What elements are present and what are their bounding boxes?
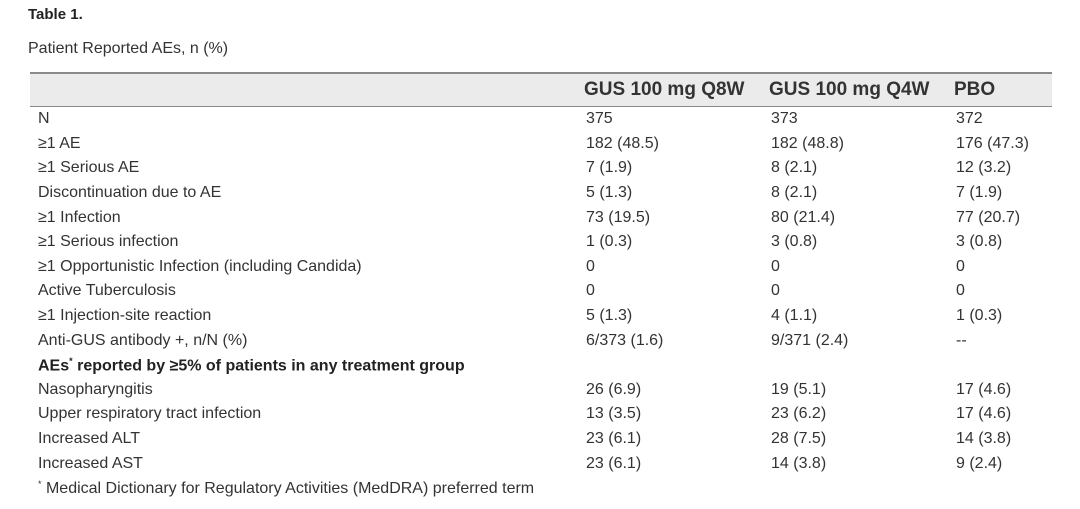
table-caption: Patient Reported AEs, n (%) bbox=[28, 40, 229, 57]
cell-gus-q4w: 9/371 (2.4) bbox=[771, 331, 849, 349]
row-label: Active Tuberculosis bbox=[38, 282, 176, 300]
cell-gus-q4w: 0 bbox=[771, 282, 780, 300]
table-row: ≥1 Infection 73 (19.5) 80 (21.4) 77 (20.7) bbox=[30, 205, 1052, 230]
header-gus-q4w: GUS 100 mg Q4W bbox=[765, 72, 950, 107]
cell-gus-q8w: 5 (1.3) bbox=[586, 307, 633, 325]
row-label: Upper respiratory tract infection bbox=[38, 405, 262, 423]
footnote: * Medical Dictionary for Regulatory Acti… bbox=[38, 479, 534, 498]
header-label bbox=[30, 72, 580, 107]
table-row: Increased AST 23 (6.1) 14 (3.8) 9 (2.4) bbox=[30, 451, 1052, 476]
section-header-row: AEs* reported by ≥5% of patients in any … bbox=[30, 353, 1052, 378]
table-label: Table 1. bbox=[28, 6, 83, 23]
section-header: AEs* reported by ≥5% of patients in any … bbox=[30, 353, 1052, 378]
cell-gus-q8w: 73 (19.5) bbox=[586, 208, 651, 226]
table-row: N 375 373 372 bbox=[30, 107, 1052, 132]
cell-gus-q8w: 0 bbox=[586, 257, 595, 275]
cell-pbo: 176 (47.3) bbox=[956, 134, 1029, 152]
cell-gus-q4w: 8 (2.1) bbox=[771, 159, 818, 177]
cell-gus-q8w: 23 (6.1) bbox=[586, 454, 642, 472]
cell-pbo: 77 (20.7) bbox=[956, 208, 1021, 226]
cell-pbo: 12 (3.2) bbox=[956, 159, 1012, 177]
row-label: Anti-GUS antibody +, n/N (%) bbox=[38, 331, 248, 349]
table-row: Discontinuation due to AE 5 (1.3) 8 (2.1) 7… bbox=[30, 181, 1052, 206]
cell-gus-q8w: 5 (1.3) bbox=[586, 184, 633, 202]
cell-gus-q4w: 19 (5.1) bbox=[771, 380, 827, 398]
header-pbo: PBO bbox=[950, 72, 1052, 107]
cell-gus-q8w: 6/373 (1.6) bbox=[586, 331, 664, 349]
table-row: ≥1 AE 182 (48.5) 182 (48.8) 176 (47.3) bbox=[30, 132, 1052, 157]
header-row: GUS 100 mg Q8W GUS 100 mg Q4W PBO bbox=[30, 72, 1052, 107]
row-label: Increased AST bbox=[38, 454, 143, 472]
cell-pbo: 372 bbox=[956, 110, 983, 128]
table-row: ≥1 Opportunistic Infection (including Ca… bbox=[30, 255, 1052, 280]
cell-gus-q8w: 23 (6.1) bbox=[586, 430, 642, 448]
table-row: ≥1 Injection-site reaction 5 (1.3) 4 (1.1)… bbox=[30, 304, 1052, 329]
cell-gus-q4w: 23 (6.2) bbox=[771, 405, 827, 423]
section-label-post: reported by ≥5% of patients in any treat… bbox=[72, 356, 465, 374]
table-row: ≥1 Serious AE 7 (1.9) 8 (2.1) 12 (3.2) bbox=[30, 156, 1052, 181]
row-label: ≥1 Serious infection bbox=[38, 233, 179, 251]
cell-pbo: 17 (4.6) bbox=[956, 380, 1012, 398]
cell-pbo: 14 (3.8) bbox=[956, 430, 1012, 448]
row-label: ≥1 AE bbox=[38, 134, 81, 152]
table-row: Upper respiratory tract infection 13 (3.5… bbox=[30, 402, 1052, 427]
footnote-text: Medical Dictionary for Regulatory Activi… bbox=[41, 480, 535, 497]
cell-gus-q4w: 28 (7.5) bbox=[771, 430, 827, 448]
cell-gus-q8w: 7 (1.9) bbox=[586, 159, 633, 177]
cell-pbo: 0 bbox=[956, 257, 965, 275]
table-row: ≥1 Serious infection 1 (0.3) 3 (0.8) 3 (0.8… bbox=[30, 230, 1052, 255]
cell-gus-q4w: 80 (21.4) bbox=[771, 208, 836, 226]
cell-gus-q4w: 8 (2.1) bbox=[771, 184, 818, 202]
row-label: Discontinuation due to AE bbox=[38, 184, 222, 202]
section-label-marker: * bbox=[69, 355, 73, 366]
adverse-events-table: GUS 100 mg Q8W GUS 100 mg Q4W PBO N 375 37… bbox=[30, 72, 1052, 476]
cell-gus-q8w: 182 (48.5) bbox=[586, 134, 659, 152]
table-row: Anti-GUS antibody +, n/N (%) 6/373 (1.6) 9… bbox=[30, 328, 1052, 353]
cell-pbo: -- bbox=[956, 331, 967, 349]
table-row: Nasopharyngitis 26 (6.9) 19 (5.1) 17 (4.6) bbox=[30, 378, 1052, 403]
cell-gus-q8w: 13 (3.5) bbox=[586, 405, 642, 423]
cell-pbo: 1 (0.3) bbox=[956, 307, 1003, 325]
cell-gus-q4w: 4 (1.1) bbox=[771, 307, 818, 325]
cell-gus-q8w: 375 bbox=[586, 110, 613, 128]
row-label: ≥1 Injection-site reaction bbox=[38, 307, 212, 325]
row-label: N bbox=[38, 110, 50, 128]
row-label: ≥1 Serious AE bbox=[38, 159, 140, 177]
row-label: ≥1 Infection bbox=[38, 208, 121, 226]
cell-gus-q4w: 3 (0.8) bbox=[771, 233, 818, 251]
cell-pbo: 7 (1.9) bbox=[956, 184, 1003, 202]
cell-gus-q8w: 0 bbox=[586, 282, 595, 300]
cell-gus-q4w: 14 (3.8) bbox=[771, 454, 827, 472]
row-label: Nasopharyngitis bbox=[38, 380, 153, 398]
header-gus-q8w: GUS 100 mg Q8W bbox=[580, 72, 765, 107]
cell-gus-q8w: 26 (6.9) bbox=[586, 380, 642, 398]
cell-pbo: 3 (0.8) bbox=[956, 233, 1003, 251]
section-label-pre: AEs bbox=[38, 356, 70, 374]
cell-pbo: 17 (4.6) bbox=[956, 405, 1012, 423]
cell-gus-q4w: 0 bbox=[771, 257, 780, 275]
footnote-marker: * bbox=[38, 479, 42, 489]
cell-pbo: 9 (2.4) bbox=[956, 454, 1003, 472]
cell-gus-q4w: 373 bbox=[771, 110, 798, 128]
row-label: ≥1 Opportunistic Infection (including Ca… bbox=[38, 257, 362, 275]
cell-gus-q4w: 182 (48.8) bbox=[771, 134, 844, 152]
cell-pbo: 0 bbox=[956, 282, 965, 300]
cell-gus-q8w: 1 (0.3) bbox=[586, 233, 633, 251]
table-body: N 375 373 372 ≥1 AE 182 (48.5) 182 (48.8) 176 (… bbox=[30, 107, 1052, 476]
table-row: Active Tuberculosis 0 0 0 bbox=[30, 279, 1052, 304]
row-label: Increased ALT bbox=[38, 430, 140, 448]
table-row: Increased ALT 23 (6.1) 28 (7.5) 14 (3.8) bbox=[30, 427, 1052, 452]
